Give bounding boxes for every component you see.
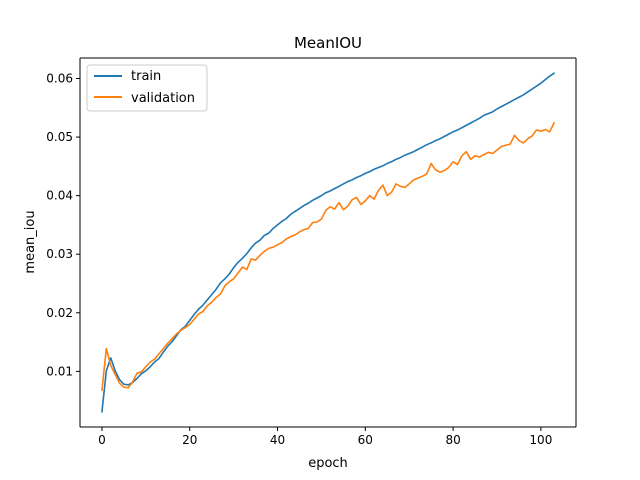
- y-tick-label: 0.04: [46, 189, 73, 203]
- chart-title: MeanIOU: [294, 34, 362, 52]
- y-tick-label: 0.06: [46, 72, 73, 86]
- series-line-train: [101, 72, 556, 413]
- y-tick-label: 0.03: [46, 247, 73, 261]
- y-tick-label: 0.05: [46, 130, 73, 144]
- legend-label-train: train: [131, 69, 161, 84]
- series-layer: [101, 72, 556, 413]
- x-axis-ticks: 0 20 40 60 80 100: [98, 427, 552, 447]
- x-tick-label: 80: [445, 433, 460, 447]
- y-tick-label: 0.01: [46, 364, 73, 378]
- x-tick-label: 40: [270, 433, 285, 447]
- x-axis-label: epoch: [308, 456, 348, 471]
- legend: train validation: [86, 64, 208, 112]
- y-axis-ticks: 0.01 0.02 0.03 0.04 0.05 0.06: [46, 72, 80, 378]
- x-tick-label: 20: [182, 433, 197, 447]
- legend-label-validation: validation: [131, 91, 195, 106]
- x-tick-label: 100: [529, 433, 552, 447]
- y-axis-label: mean_iou: [23, 210, 38, 273]
- x-tick-label: 0: [98, 433, 106, 447]
- x-tick-label: 60: [358, 433, 373, 447]
- plot-area: 0 20 40 60 80 100 0.01 0.02 0.03 0.04 0.05 0.06: [46, 57, 577, 447]
- y-tick-label: 0.02: [46, 306, 73, 320]
- axes-frame: [79, 57, 577, 428]
- plot-background: [80, 58, 576, 427]
- series-line-validation: [101, 121, 556, 391]
